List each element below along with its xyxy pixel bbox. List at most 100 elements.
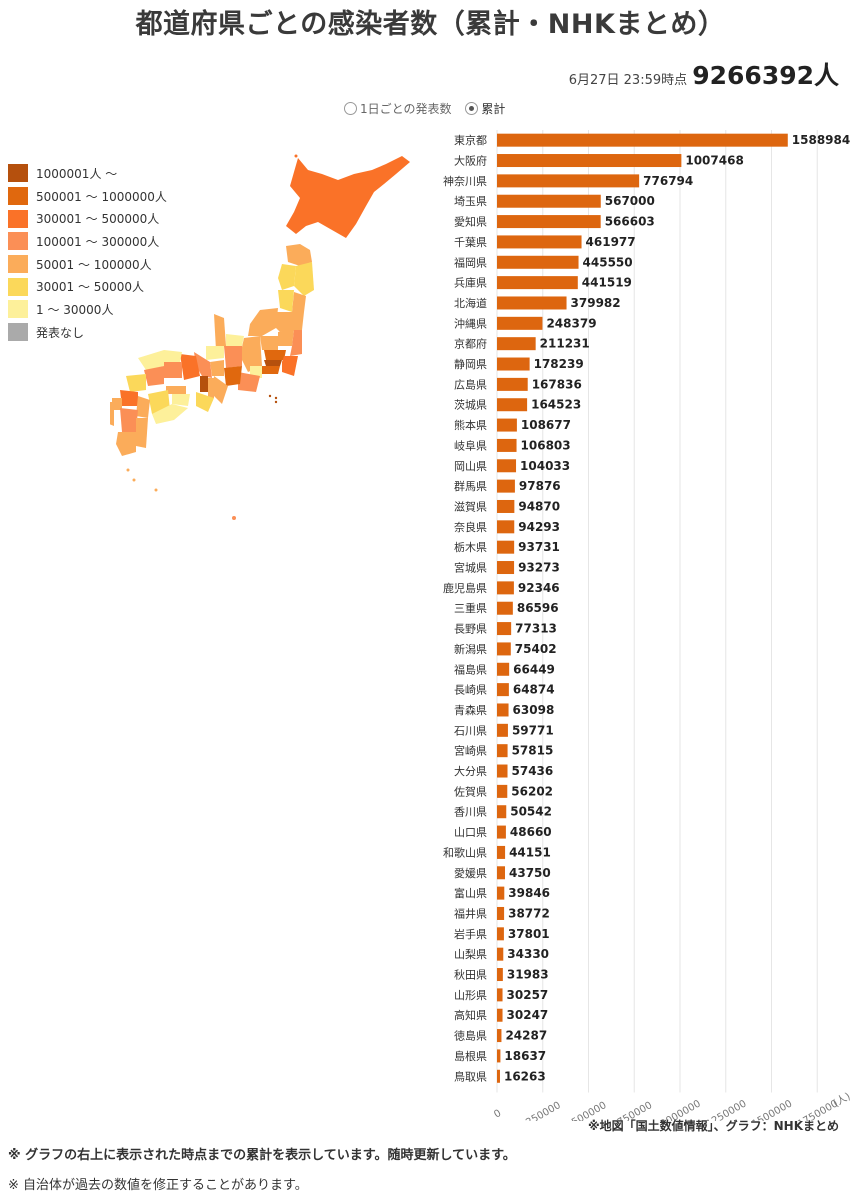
bar [497,703,509,717]
category-label: 宮城県 [454,561,487,575]
map-kochi[interactable] [152,404,188,424]
mode-toggle: 1日ごとの発表数 累計 [344,100,515,117]
map-tokyo[interactable] [264,360,282,366]
category-label: 鳥取県 [454,1069,487,1083]
mode-option-daily[interactable]: 1日ごとの発表数 [344,102,455,116]
japan-prefecture-map[interactable] [110,140,420,560]
map-wakayama[interactable] [196,392,214,412]
map-osaka[interactable] [200,376,208,392]
bar [497,255,579,269]
map-okinawa[interactable] [232,516,236,520]
legend-swatch [8,232,28,251]
category-label: 愛知県 [454,215,487,229]
map-tochigi[interactable] [278,330,294,346]
map-nagano[interactable] [240,336,262,372]
map-nagasaki[interactable] [110,402,114,426]
value-label: 1007468 [685,154,743,168]
map-yamaguchi[interactable] [126,374,146,392]
map-akita[interactable] [278,264,296,290]
map-kagawa[interactable] [166,386,186,394]
bar [497,438,517,452]
category-label: 福岡県 [454,255,487,269]
category-label: 岡山県 [454,460,487,473]
bar [497,296,567,310]
map-kyoto[interactable] [194,352,212,378]
bar [497,642,511,656]
map-shiga[interactable] [210,360,224,376]
radio-selected-icon [465,102,479,115]
total-count: 9266392人 [692,61,839,90]
map-gunma[interactable] [260,336,278,350]
map-fukui[interactable] [206,346,224,360]
legend-label: 1 ～ 30000人 [36,302,114,317]
map-yamagata[interactable] [278,290,294,312]
category-label: 熊本県 [454,418,487,432]
map-mie[interactable] [212,376,228,404]
value-label: 94293 [518,520,560,534]
map-aichi[interactable] [224,366,242,386]
map-saitama[interactable] [264,350,286,360]
category-label: 岩手県 [454,927,487,941]
map-shimane[interactable] [138,350,164,370]
prefecture-bar-chart: 0 250000 500000 750000 1000000 1250000 1500000… [443,130,850,1121]
map-island-dot [268,394,272,398]
map-fukushima[interactable] [272,312,304,332]
bar [497,561,515,575]
value-label: 44151 [509,845,551,859]
legend-label: 100001 ～ 300000人 [36,234,160,249]
map-ibaraki[interactable] [290,330,302,356]
map-hiroshima[interactable] [144,366,164,386]
map-kumamoto[interactable] [120,408,138,432]
map-tottori[interactable] [164,350,182,362]
bar [497,805,507,819]
mode-option-cumulative[interactable]: 累計 [465,102,505,116]
bar [497,235,582,249]
value-label: 56202 [511,784,553,798]
bar [497,988,503,1002]
map-okayama[interactable] [164,362,182,378]
bar [497,133,788,147]
category-label: 福井県 [454,906,487,920]
category-label: 千葉県 [454,235,487,249]
map-niigata[interactable] [248,308,278,336]
map-fukuoka[interactable] [120,390,138,406]
category-label: 石川県 [454,724,487,737]
map-toyama[interactable] [226,334,244,346]
map-gifu[interactable] [224,346,242,368]
map-miyazaki[interactable] [136,418,148,448]
map-nara[interactable] [208,378,214,398]
bar [497,215,601,229]
value-label: 441519 [582,276,632,290]
map-iwate[interactable] [294,262,314,296]
legend-label: 500001 ～ 1000000人 [36,189,167,204]
value-label: 48660 [510,825,552,839]
map-miyagi[interactable] [292,292,306,312]
map-shizuoka[interactable] [238,372,260,392]
bar [497,662,510,676]
bar [497,683,509,697]
map-island-dot [126,468,130,472]
map-hyogo[interactable] [180,354,200,380]
legend-item: 100001 ～ 300000人 [8,230,167,253]
map-hokkaido[interactable] [286,156,410,238]
bar [497,418,517,432]
map-aomori[interactable] [286,244,312,266]
map-saga[interactable] [112,398,122,410]
legend-label: 30001 ～ 50000人 [36,280,144,295]
x-tick-label: 250000 [524,1100,563,1121]
value-label: 93731 [518,540,560,554]
category-label: 新潟県 [454,642,487,656]
category-label: 大阪府 [454,154,487,168]
bar [497,276,578,290]
legend-label: 300001 ～ 500000人 [36,212,160,227]
map-kagoshima[interactable] [116,432,136,456]
map-ishikawa[interactable] [214,314,226,350]
map-chiba[interactable] [282,356,298,376]
value-label: 57815 [512,744,554,758]
map-kanagawa[interactable] [262,366,280,374]
map-oita[interactable] [136,396,150,418]
map-tokushima[interactable] [172,394,190,406]
bar [497,1069,500,1083]
bar [497,581,514,595]
value-label: 77313 [515,622,557,636]
